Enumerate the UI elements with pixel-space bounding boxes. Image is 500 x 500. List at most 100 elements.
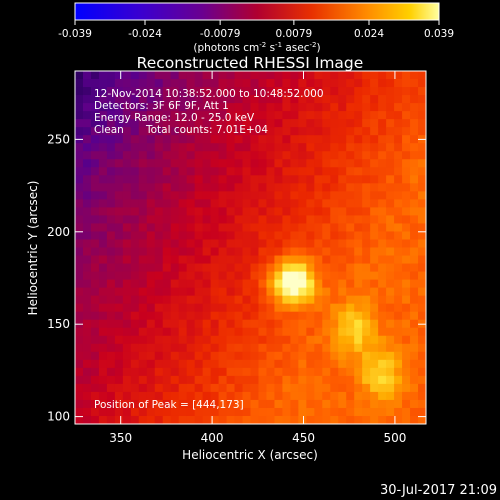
heatmap-cell	[402, 319, 411, 329]
heatmap-cell	[394, 367, 403, 377]
heatmap-cell	[418, 183, 426, 192]
heatmap-cell	[338, 311, 347, 321]
heatmap-cell	[330, 135, 339, 144]
heatmap-cell	[106, 271, 116, 281]
heatmap-cell	[186, 279, 196, 289]
heatmap-cell	[338, 119, 347, 128]
heatmap-cell	[410, 87, 419, 96]
heatmap-cell	[194, 231, 204, 241]
heatmap-cell	[290, 383, 299, 393]
heatmap-cell	[346, 103, 355, 112]
heatmap-cell	[194, 303, 204, 313]
heatmap-cell	[218, 303, 228, 313]
heatmap-cell	[394, 151, 403, 160]
heatmap-cell	[378, 191, 387, 200]
heatmap-cell	[75, 119, 84, 128]
heatmap-cell	[82, 199, 92, 208]
heatmap-cell	[338, 343, 347, 353]
heatmap-cell	[202, 343, 212, 353]
heatmap-cell	[186, 375, 196, 385]
heatmap-cell	[90, 271, 100, 281]
heatmap-cell	[290, 247, 299, 257]
heatmap-cell	[418, 151, 426, 160]
heatmap-cell	[386, 167, 395, 176]
heatmap-cell	[314, 135, 323, 144]
heatmap-cell	[210, 183, 220, 192]
heatmap-cell	[394, 287, 403, 297]
heatmap-cell	[394, 231, 403, 241]
heatmap-cell	[146, 175, 156, 184]
heatmap-cell	[354, 103, 363, 112]
heatmap-cell	[346, 399, 355, 409]
heatmap-cell	[114, 95, 124, 104]
heatmap-cell	[202, 383, 212, 393]
heatmap-cell	[90, 343, 100, 353]
heatmap-cell	[258, 151, 268, 160]
heatmap-cell	[418, 351, 426, 361]
heatmap-cell	[210, 359, 220, 369]
heatmap-cell	[354, 135, 363, 144]
heatmap-cell	[234, 359, 244, 369]
heatmap-cell	[82, 271, 92, 281]
heatmap-cell	[130, 279, 140, 289]
heatmap-cell	[75, 151, 84, 160]
heatmap-cell	[106, 287, 116, 297]
heatmap-cell	[282, 271, 291, 281]
heatmap-cell	[210, 343, 220, 353]
heatmap-cell	[194, 127, 204, 136]
heatmap-cell	[322, 135, 331, 144]
heatmap-cell	[378, 79, 387, 88]
heatmap-cell	[338, 407, 347, 417]
heatmap-cell	[290, 159, 299, 168]
heatmap-cell	[306, 79, 315, 88]
heatmap-cell	[90, 407, 100, 417]
heatmap-cell	[138, 207, 148, 217]
heatmap-cell	[218, 335, 228, 345]
heatmap-cell	[250, 399, 260, 409]
heatmap-cell	[338, 151, 347, 160]
heatmap-cell	[146, 127, 156, 136]
heatmap-cell	[218, 87, 228, 96]
heatmap-cell	[354, 383, 363, 393]
heatmap-cell	[114, 215, 124, 225]
heatmap-cell	[106, 359, 116, 369]
heatmap-cell	[314, 351, 323, 361]
heatmap-cell	[210, 103, 220, 112]
heatmap-cell	[258, 319, 268, 329]
heatmap-cell	[242, 119, 252, 128]
heatmap-cell	[282, 207, 291, 217]
heatmap-cell	[242, 263, 252, 273]
heatmap-cell	[162, 207, 172, 217]
y-tick-label: 200	[47, 225, 70, 239]
heatmap-cell	[202, 255, 212, 265]
heatmap-cell	[218, 367, 228, 377]
heatmap-cell	[378, 375, 387, 385]
heatmap-cell	[75, 255, 84, 265]
heatmap-cell	[226, 415, 236, 424]
heatmap-cell	[242, 151, 252, 160]
info-total-counts: Total counts: 7.01E+04	[145, 124, 268, 136]
heatmap-cell	[75, 191, 84, 200]
heatmap-cell	[314, 159, 323, 168]
heatmap-cell	[250, 263, 260, 273]
heatmap-cell	[106, 199, 116, 208]
heatmap-cell	[410, 231, 419, 241]
heatmap-cell	[258, 391, 268, 401]
heatmap-cell	[338, 327, 347, 337]
heatmap-cell	[378, 135, 387, 144]
heatmap-cell	[98, 95, 108, 104]
heatmap-cell	[274, 279, 284, 289]
heatmap-cell	[130, 87, 140, 96]
heatmap-cell	[418, 383, 426, 393]
heatmap-cell	[402, 71, 411, 80]
heatmap-cell	[402, 415, 411, 424]
heatmap-cell	[178, 303, 188, 313]
heatmap-cell	[394, 79, 403, 88]
heatmap-cell	[98, 71, 108, 80]
heatmap-cell	[178, 231, 188, 241]
heatmap-cell	[186, 303, 196, 313]
heatmap-cell	[314, 223, 323, 233]
heatmap-cell	[354, 319, 363, 329]
heatmap-cell	[402, 223, 411, 233]
